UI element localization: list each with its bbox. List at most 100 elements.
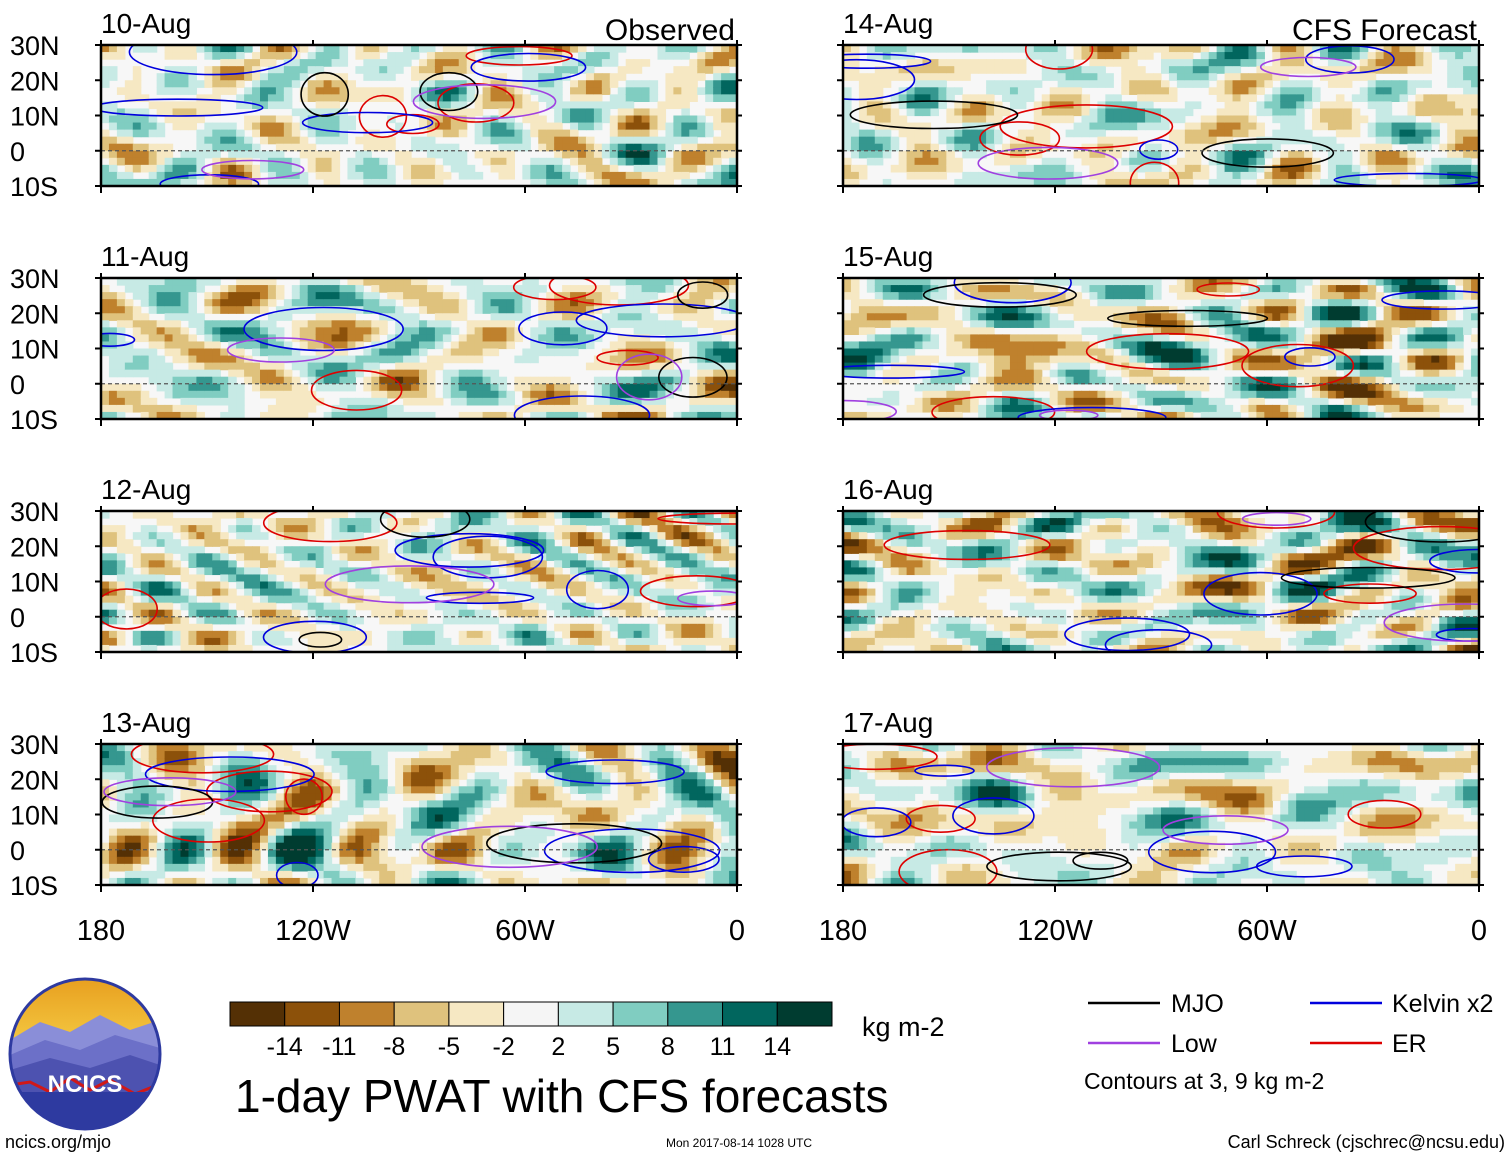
pwat-cell bbox=[244, 511, 253, 519]
pwat-cell bbox=[355, 66, 364, 74]
pwat-cell bbox=[212, 278, 221, 286]
pwat-cell bbox=[466, 285, 476, 293]
pwat-cell bbox=[236, 835, 245, 844]
pwat-cell bbox=[347, 630, 356, 639]
pwat-cell bbox=[570, 292, 579, 300]
pwat-cell bbox=[593, 390, 603, 399]
pwat-cell bbox=[498, 807, 508, 816]
pwat-cell bbox=[426, 52, 436, 60]
pwat-cell bbox=[188, 278, 197, 286]
pwat-cell bbox=[363, 411, 372, 419]
pwat-cell bbox=[554, 178, 563, 186]
pwat-cell bbox=[275, 129, 285, 138]
pwat-cell bbox=[434, 849, 444, 858]
pwat-cell bbox=[395, 567, 404, 576]
pwat-cell bbox=[355, 793, 364, 801]
pwat-cell bbox=[252, 842, 261, 851]
pwat-cell bbox=[188, 404, 197, 413]
pwat-cell bbox=[570, 136, 579, 145]
pwat-cell bbox=[363, 306, 372, 314]
pwat-cell bbox=[426, 94, 436, 102]
pwat-cell bbox=[267, 320, 277, 328]
pwat-cell bbox=[403, 45, 412, 53]
pwat-cell bbox=[156, 376, 166, 385]
pwat-cell bbox=[204, 644, 213, 652]
pwat-cell bbox=[554, 588, 563, 597]
pwat-cell bbox=[164, 560, 174, 568]
pwat-cell bbox=[220, 616, 229, 625]
pwat-cell bbox=[601, 178, 611, 186]
pwat-cell bbox=[482, 567, 492, 576]
pwat-cell bbox=[275, 115, 285, 124]
pwat-cell bbox=[204, 744, 213, 752]
pwat-cell bbox=[554, 383, 563, 392]
pwat-cell bbox=[331, 292, 341, 300]
pwat-cell bbox=[697, 560, 706, 568]
pwat-cell bbox=[275, 849, 285, 858]
pwat-cell bbox=[196, 877, 205, 885]
pwat-cell bbox=[101, 800, 110, 809]
pwat-cell bbox=[426, 122, 436, 131]
pwat-cell bbox=[689, 595, 698, 604]
pwat-cell bbox=[307, 793, 317, 801]
pwat-cell bbox=[506, 623, 515, 632]
pwat-cell bbox=[514, 511, 523, 519]
pwat-cell bbox=[236, 849, 245, 858]
pwat-cell bbox=[522, 376, 531, 385]
pwat-cell bbox=[625, 122, 635, 131]
pwat-cell bbox=[506, 122, 515, 131]
pwat-cell bbox=[236, 863, 245, 872]
pwat-cell bbox=[371, 171, 380, 180]
pwat-cell bbox=[490, 101, 500, 110]
pwat-cell bbox=[132, 45, 142, 53]
pwat-cell bbox=[514, 136, 523, 145]
pwat-cell bbox=[593, 842, 603, 851]
pwat-cell bbox=[180, 73, 190, 81]
pwat-cell bbox=[116, 397, 126, 406]
pwat-cell bbox=[490, 334, 500, 343]
pwat-cell bbox=[283, 390, 293, 399]
pwat-cell bbox=[585, 122, 595, 131]
pwat-cell bbox=[164, 292, 174, 300]
pwat-cell bbox=[641, 630, 651, 639]
pwat-cell bbox=[196, 863, 205, 872]
pwat-cell bbox=[419, 849, 428, 858]
pwat-cell bbox=[299, 581, 309, 590]
pwat-cell bbox=[212, 376, 221, 385]
pwat-cell bbox=[395, 863, 404, 872]
pwat-cell bbox=[315, 581, 325, 590]
pwat-cell bbox=[260, 52, 269, 60]
pwat-cell bbox=[466, 800, 476, 809]
pwat-cell bbox=[236, 637, 245, 646]
pwat-cell bbox=[713, 411, 722, 419]
pwat-cell bbox=[419, 511, 428, 519]
pwat-cell bbox=[434, 807, 444, 816]
pwat-cell bbox=[252, 744, 261, 752]
pwat-cell bbox=[196, 362, 205, 371]
pwat-cell bbox=[562, 115, 571, 124]
pwat-cell bbox=[617, 383, 627, 392]
pwat-cell bbox=[347, 306, 356, 314]
pwat-cell bbox=[196, 150, 205, 159]
pwat-cell bbox=[371, 59, 380, 67]
pwat-cell bbox=[267, 73, 277, 81]
pwat-cell bbox=[220, 807, 229, 816]
pwat-cell bbox=[156, 327, 166, 335]
pwat-cell bbox=[236, 299, 245, 307]
pwat-cell bbox=[108, 567, 118, 576]
pwat-cell bbox=[172, 87, 182, 95]
pwat-cell bbox=[538, 313, 547, 321]
pwat-cell bbox=[530, 751, 539, 759]
pwat-cell bbox=[204, 292, 213, 300]
pwat-cell bbox=[403, 637, 412, 646]
pwat-cell bbox=[665, 143, 674, 152]
pwat-cell bbox=[339, 115, 349, 124]
pwat-cell bbox=[625, 588, 635, 597]
pwat-cell bbox=[633, 87, 643, 95]
pwat-cell bbox=[482, 814, 492, 823]
pwat-cell bbox=[196, 772, 205, 780]
pwat-cell bbox=[228, 362, 237, 371]
pwat-cell bbox=[450, 292, 460, 300]
pwat-cell bbox=[307, 870, 317, 879]
pwat-cell bbox=[101, 644, 110, 652]
